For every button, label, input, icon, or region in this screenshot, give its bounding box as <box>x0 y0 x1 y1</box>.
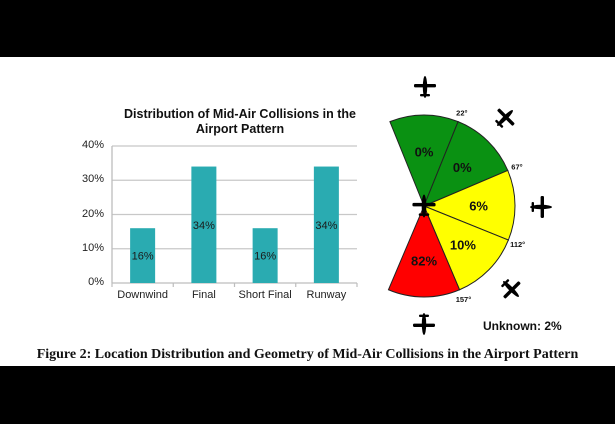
bar-data-label: 34% <box>315 220 337 232</box>
sector-1 <box>423 120 509 207</box>
angle-label: 67° <box>511 163 522 172</box>
sector-3 <box>423 205 510 291</box>
bar-final <box>191 166 217 283</box>
x-tick-label: Downwind <box>117 289 168 301</box>
bar-chart-title: Distribution of Mid-Air Collisions in th… <box>95 107 385 137</box>
sector-label: 10% <box>450 237 476 252</box>
angle-label: 112° <box>510 240 525 249</box>
sector-diagram: 0% 0% 6% 10% 82% 22° 67° 112° 157° Unknown: 2% <box>387 76 562 335</box>
y-tick-label: 30% <box>81 173 104 186</box>
bar-chart-plot: 16% 34% 16% 34% <box>111 145 358 287</box>
unknown-annotation: Unknown: 2% <box>483 319 562 333</box>
bar-downwind <box>130 228 156 283</box>
bar-data-label: 16% <box>254 251 276 263</box>
x-tick-label: Short Final <box>238 289 292 301</box>
y-tick-label: 10% <box>81 241 104 254</box>
bar-runway <box>313 166 339 283</box>
x-tick-label: Runway <box>306 289 347 301</box>
bar-data-label: 34% <box>193 220 215 232</box>
sector-label: 0% <box>453 160 472 175</box>
figure-canvas: Distribution of Mid-Air Collisions in th… <box>0 57 615 366</box>
angle-label: 157° <box>456 295 472 304</box>
angle-label: 22° <box>456 108 467 117</box>
sector-label: 82% <box>411 254 437 269</box>
figure-caption: Figure 2: Location Distribution and Geom… <box>36 347 579 362</box>
airplane-icon <box>414 76 436 98</box>
y-tick-label: 40% <box>81 139 104 151</box>
airplane-icon <box>495 108 515 128</box>
y-tick-label: 0% <box>88 276 104 288</box>
sector-label: 6% <box>469 199 488 214</box>
sector-2 <box>422 169 516 241</box>
x-tick-label: Final <box>191 289 216 301</box>
airplane-icon <box>530 196 552 218</box>
title-line-2: Airport Pattern <box>195 122 285 136</box>
sector-4 <box>387 204 461 298</box>
airplane-icon <box>413 313 435 335</box>
sector-0 <box>389 114 459 208</box>
bar-short-final <box>252 228 278 283</box>
sector-label: 0% <box>415 144 434 159</box>
title-line-1: Distribution of Mid-Air Collisions in th… <box>124 107 356 121</box>
y-tick-label: 20% <box>81 207 104 220</box>
bar-data-label: 16% <box>132 251 154 263</box>
airplane-icon <box>412 194 436 218</box>
airplane-icon <box>501 279 521 299</box>
